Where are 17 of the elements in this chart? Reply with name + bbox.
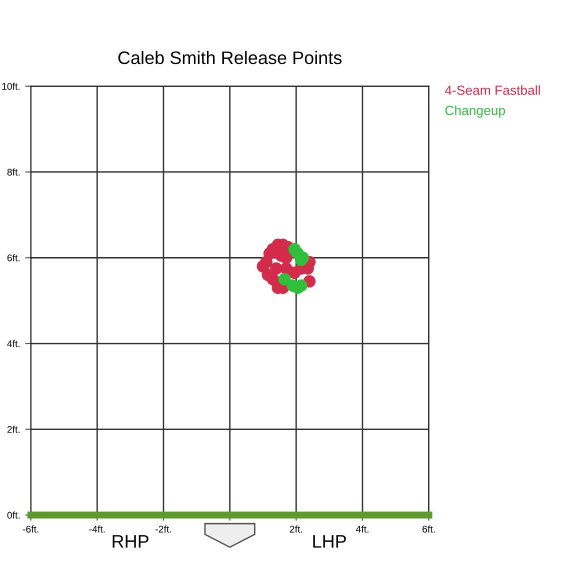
text: Changeup	[445, 105, 506, 118]
x-tick-label: 6ft.	[422, 525, 435, 533]
y-tick-label: 0ft.	[7, 512, 20, 519]
x-tick-label: -4ft.	[89, 525, 105, 533]
x-tick-label: -6ft.	[22, 525, 38, 533]
y-tick-label: 6ft.	[7, 254, 20, 262]
x-tick-label: 4ft.	[356, 525, 368, 533]
text: LHP	[313, 535, 346, 548]
y-tick-label: 4ft.	[7, 340, 20, 348]
y-tick-label: 8ft.	[7, 168, 20, 176]
text: RHP	[112, 535, 148, 548]
chart-title: Caleb Smith Release Points	[118, 50, 342, 64]
y-tick-label: 10ft.	[2, 82, 20, 90]
x-tick-label: 2ft.	[290, 525, 302, 533]
x-tick-label: -2ft.	[156, 525, 171, 533]
y-tick-label: 2ft.	[7, 426, 20, 433]
text: 4-Seam Fastball	[444, 85, 540, 95]
